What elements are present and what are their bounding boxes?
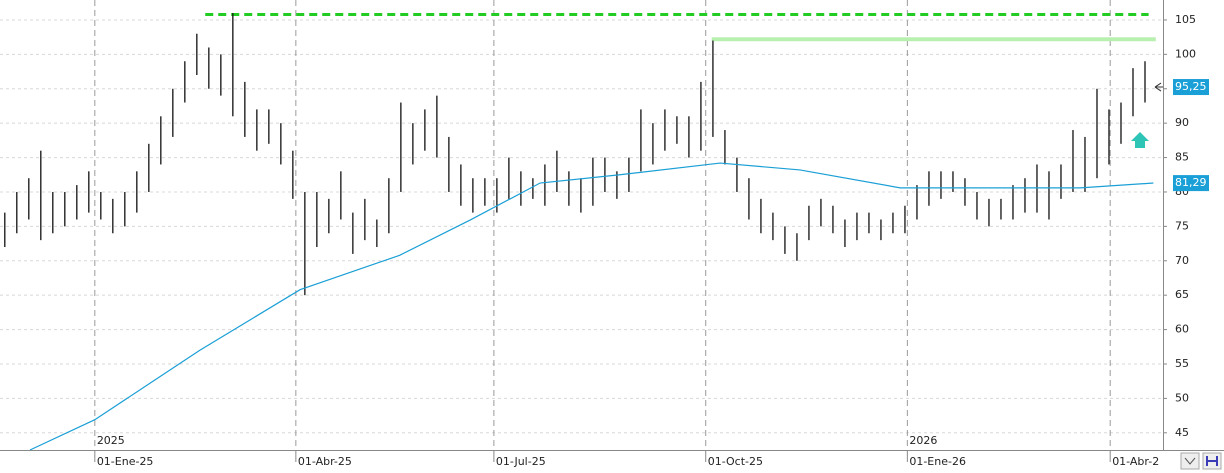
y-tick-label: 60 xyxy=(1175,323,1189,336)
x-tick-label: 01-Jul-25 xyxy=(496,455,546,468)
y-tick-label: 105 xyxy=(1175,13,1196,26)
last-price-pointer xyxy=(1154,82,1163,92)
moving-average-line xyxy=(29,162,1154,451)
last-price-box xyxy=(1173,79,1209,96)
x-tick-label: 01-Oct-25 xyxy=(708,455,763,468)
collapse-button[interactable] xyxy=(1180,452,1200,470)
y-tick-label: 55 xyxy=(1175,357,1189,370)
y-tick-label: 85 xyxy=(1175,151,1189,164)
collapse-icon xyxy=(1184,457,1196,465)
y-tick-label: 90 xyxy=(1175,116,1189,129)
x-tick-label: 01-Ene-25 xyxy=(97,455,154,468)
x-tick-label: 01-Abr-25 xyxy=(298,455,352,468)
x-tick-label: 01-Abr-2 xyxy=(1112,455,1159,468)
up-arrow-icon xyxy=(1131,132,1149,148)
save-icon xyxy=(1206,456,1218,466)
ma-last-box xyxy=(1173,175,1209,192)
ma-last-label: 81,29 xyxy=(1175,176,1207,189)
y-tick-label: 100 xyxy=(1175,47,1196,60)
last-price-label: 95,25 xyxy=(1175,80,1207,93)
y-tick-label: 75 xyxy=(1175,219,1189,232)
year-label: 2026 xyxy=(909,434,937,447)
year-label: 2025 xyxy=(97,434,125,447)
x-tick-label: 01-Ene-26 xyxy=(909,455,966,468)
y-tick-label: 65 xyxy=(1175,288,1189,301)
y-tick-label: 70 xyxy=(1175,254,1189,267)
y-tick-label: 50 xyxy=(1175,391,1189,404)
y-tick-label: 45 xyxy=(1175,426,1189,439)
